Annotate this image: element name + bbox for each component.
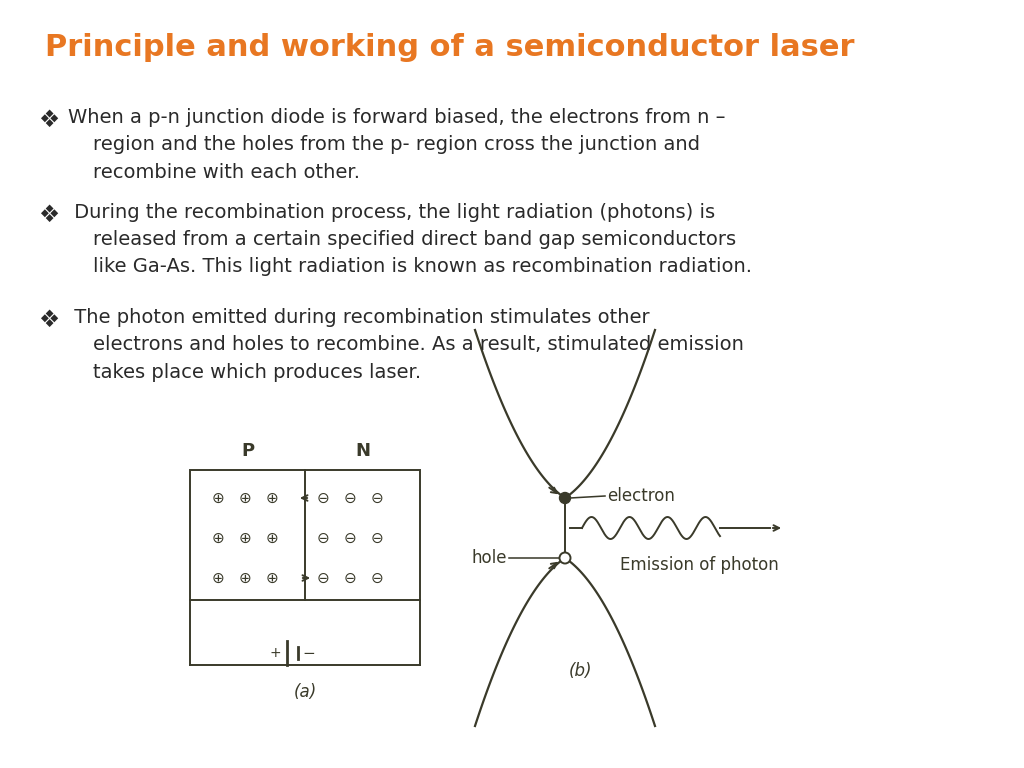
Text: ⊕: ⊕ [212, 491, 224, 505]
Text: ⊖: ⊖ [316, 531, 330, 545]
Text: ⊕: ⊕ [265, 531, 279, 545]
Text: −: − [302, 645, 315, 660]
Text: ❖: ❖ [38, 203, 59, 227]
Text: ⊖: ⊖ [344, 531, 356, 545]
Text: ⊖: ⊖ [316, 571, 330, 585]
Text: electron: electron [607, 487, 675, 505]
Text: Emission of photon: Emission of photon [620, 556, 778, 574]
Text: N: N [355, 442, 370, 460]
Bar [190, 470, 420, 600]
Text: ⊕: ⊕ [239, 571, 251, 585]
Text: The photon emitted during recombination stimulates other
    electrons and holes: The photon emitted during recombination … [68, 308, 743, 382]
Circle shape [559, 552, 570, 564]
Text: (a): (a) [293, 683, 316, 701]
Text: ❖: ❖ [38, 308, 59, 332]
Text: Principle and working of a semiconductor laser: Principle and working of a semiconductor… [45, 33, 854, 62]
Text: ⊖: ⊖ [371, 571, 383, 585]
Text: ⊕: ⊕ [212, 531, 224, 545]
Text: ⊕: ⊕ [212, 571, 224, 585]
Text: ⊕: ⊕ [239, 491, 251, 505]
Text: ⊕: ⊕ [265, 571, 279, 585]
Text: +: + [269, 646, 282, 660]
Text: ⊖: ⊖ [371, 491, 383, 505]
Text: ⊕: ⊕ [239, 531, 251, 545]
Text: During the recombination process, the light radiation (photons) is
    released : During the recombination process, the li… [68, 203, 752, 276]
Text: ⊖: ⊖ [371, 531, 383, 545]
Text: ⊖: ⊖ [344, 491, 356, 505]
Circle shape [559, 492, 570, 504]
Text: (b): (b) [568, 662, 592, 680]
Text: ⊖: ⊖ [344, 571, 356, 585]
Text: ❖: ❖ [38, 108, 59, 132]
Text: ⊕: ⊕ [265, 491, 279, 505]
Text: ⊖: ⊖ [316, 491, 330, 505]
Text: hole: hole [471, 549, 507, 567]
Text: P: P [241, 442, 254, 460]
Text: When a p-n junction diode is forward biased, the electrons from n –
    region a: When a p-n junction diode is forward bia… [68, 108, 725, 181]
